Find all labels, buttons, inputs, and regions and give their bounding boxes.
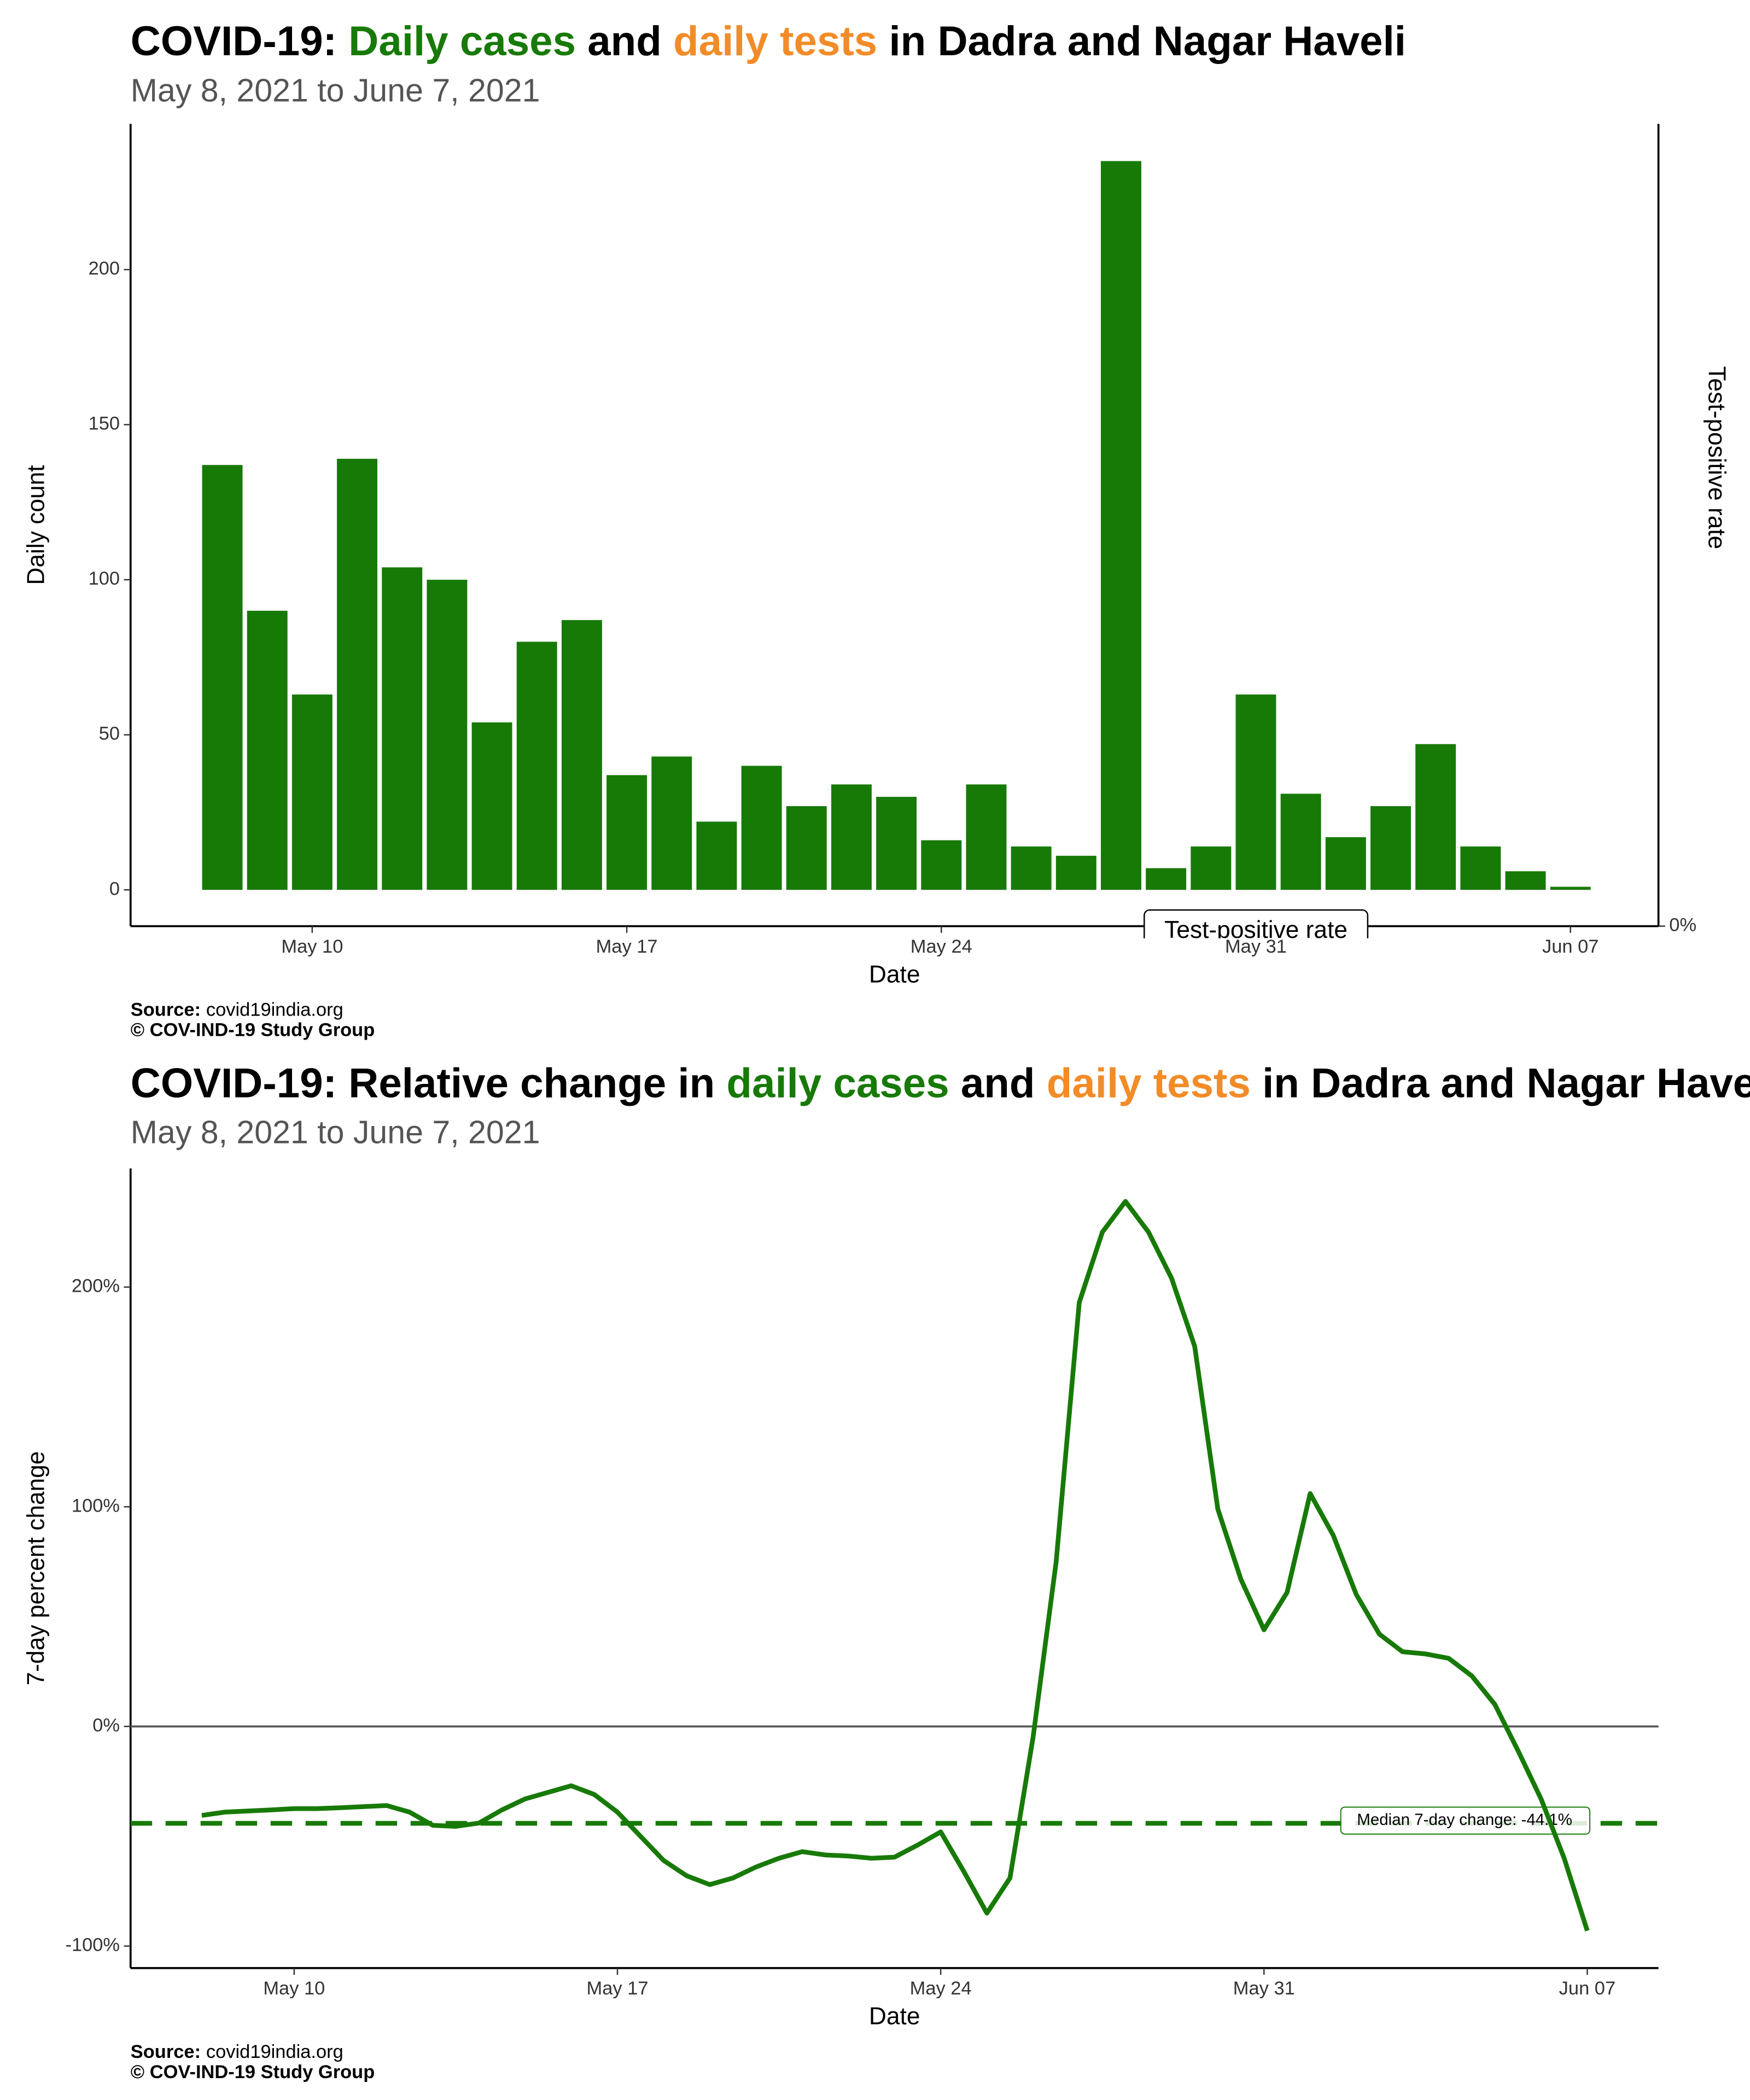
copyright: © COV-IND-19 Study Group: [131, 1020, 375, 1041]
y-tick-label: 100: [89, 568, 120, 589]
title-part: COVID-19: Relative change in: [131, 1060, 727, 1107]
source-text: covid19india.org: [206, 1000, 343, 1020]
x-tick-label: May 17: [587, 1978, 649, 1999]
bar: [337, 458, 378, 890]
y-axis-title: 7-day percent change: [23, 1451, 50, 1685]
bar: [696, 821, 737, 890]
source: Source: covid19india.org: [131, 2041, 343, 2062]
bar: [1505, 871, 1546, 890]
bar: [1460, 846, 1501, 890]
bar: [831, 784, 872, 890]
y-tick-label: 150: [89, 413, 120, 434]
y2-axis-title: Test-positive rate: [1703, 366, 1730, 550]
x-tick-label: Jun 07: [1559, 1978, 1615, 1999]
y-tick-label: 200%: [72, 1276, 120, 1297]
bar: [247, 610, 288, 890]
bar: [1325, 837, 1366, 890]
y-tick-label: 0: [109, 878, 120, 899]
y2-tick-label: 0%: [1669, 915, 1696, 936]
chart-subtitle: May 8, 2021 to June 7, 2021: [131, 72, 540, 108]
chart-subtitle: May 8, 2021 to June 7, 2021: [131, 1115, 540, 1151]
bar: [1146, 868, 1187, 890]
legend-label: Test-positive rate: [1164, 917, 1348, 943]
copyright: © COV-IND-19 Study Group: [131, 2062, 375, 2082]
bar: [427, 580, 468, 890]
bar: [1100, 161, 1141, 890]
title-part: Daily cases: [348, 18, 576, 65]
title-part: and: [576, 18, 673, 65]
trend-line: [201, 1199, 1590, 1932]
bar: [921, 840, 962, 890]
source-label: Source:: [131, 1000, 201, 1020]
bar: [1280, 794, 1321, 890]
bar: [1055, 855, 1096, 890]
title-part: in Dadra and Nagar Haveli: [877, 18, 1406, 65]
legend-box: Test-positive rate: [1144, 909, 1369, 943]
x-tick-label: May 10: [263, 1978, 325, 1999]
bar: [876, 797, 917, 890]
bar: [1191, 846, 1232, 890]
x-tick-label: May 24: [910, 1978, 972, 1999]
bar: [966, 784, 1007, 890]
source: Source: covid19india.org: [131, 1000, 343, 1020]
y-tick-label: 200: [89, 258, 120, 279]
bar: [606, 775, 648, 890]
x-tick-label: May 10: [281, 936, 343, 957]
bar: [516, 641, 557, 890]
y-tick-label: 50: [99, 724, 120, 744]
title-part: and: [949, 1060, 1047, 1107]
source-label: Source:: [131, 2041, 201, 2062]
x-axis-title: Date: [869, 961, 920, 988]
title-part: daily tests: [1047, 1060, 1251, 1107]
bar: [1011, 846, 1052, 890]
title-part: COVID-19:: [131, 18, 349, 65]
x-tick-label: May 17: [596, 936, 658, 957]
bar: [382, 567, 423, 890]
median-label-box: [1340, 1806, 1591, 1835]
bar: [471, 722, 512, 890]
title-part: daily tests: [673, 18, 877, 65]
x-tick-label: May 31: [1225, 936, 1287, 957]
y-tick-label: -100%: [65, 1935, 120, 1956]
title-part: daily cases: [726, 1060, 949, 1107]
bar: [202, 465, 243, 890]
title-part: in Dadra and Nagar Haveli: [1251, 1060, 1750, 1107]
chart-title: COVID-19: Daily cases and daily tests in…: [131, 18, 1406, 65]
bar: [786, 806, 827, 890]
legend-frame: [1144, 909, 1369, 938]
y-tick-label: 100%: [72, 1495, 120, 1516]
y-tick-label: 0%: [92, 1715, 120, 1736]
x-tick-label: Jun 07: [1542, 936, 1599, 957]
bar: [1235, 694, 1276, 890]
bar: [1370, 806, 1411, 890]
chart-title: COVID-19: Relative change in daily cases…: [131, 1060, 1750, 1107]
bar: [291, 694, 332, 890]
bar: [1550, 886, 1591, 890]
x-tick-label: May 31: [1233, 1978, 1295, 1999]
bar: [741, 766, 782, 890]
bar: [1415, 744, 1456, 890]
y-axis-title: Daily count: [23, 465, 50, 585]
bar: [561, 620, 602, 890]
source-text: covid19india.org: [206, 2041, 343, 2062]
x-axis-title: Date: [869, 2003, 920, 2030]
median-label: Median 7-day change: -44.1%: [1357, 1811, 1572, 1829]
x-tick-label: May 24: [911, 936, 972, 957]
bar: [651, 756, 692, 890]
